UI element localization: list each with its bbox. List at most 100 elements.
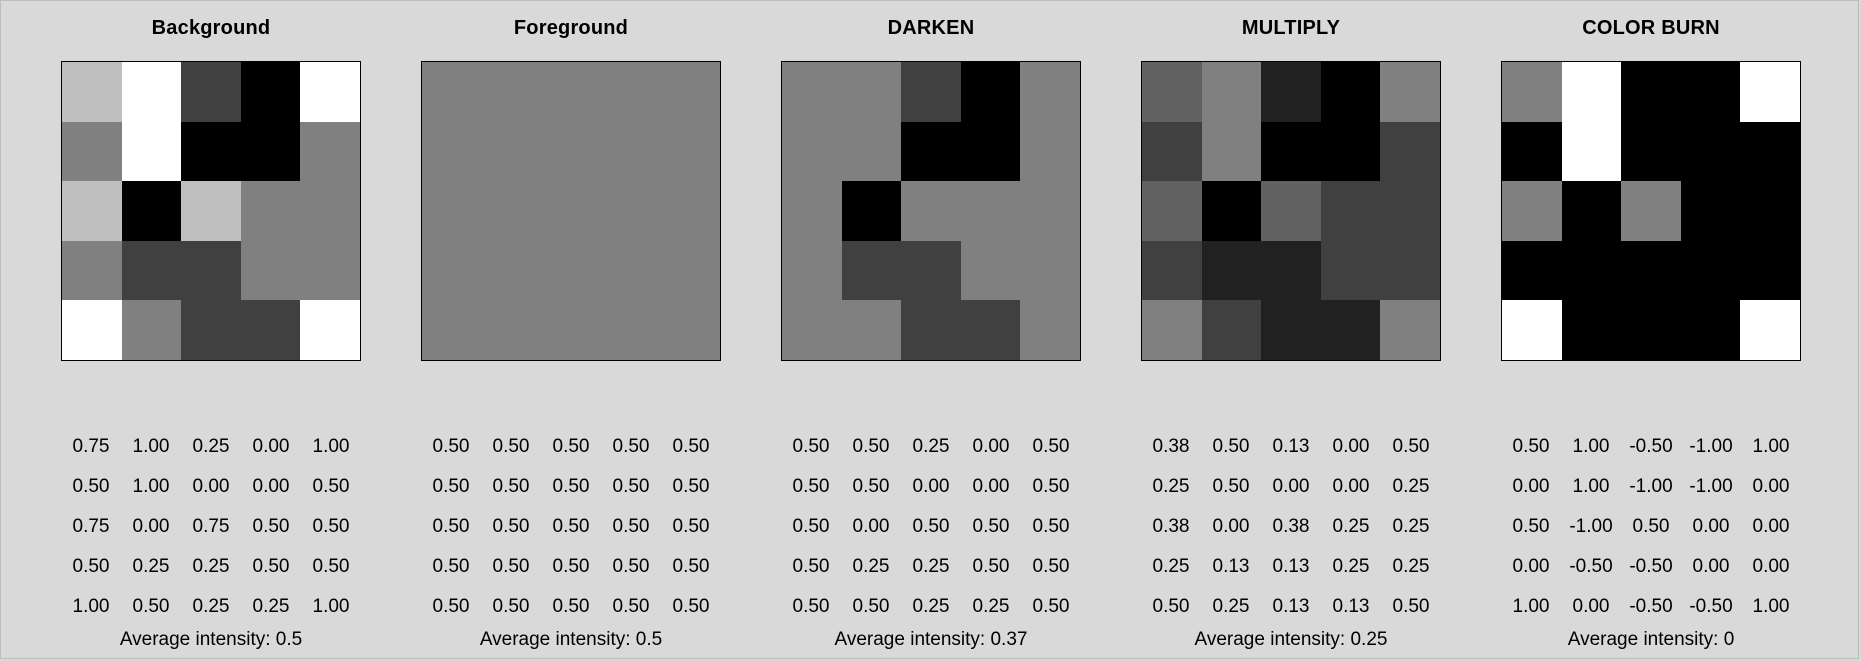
value-row: 0.50 0.25 0.25 0.50 0.50 [781,547,1081,587]
value-cell: 0.50 [552,516,590,537]
pixel-cell [121,62,182,122]
value-cell: 1.00 [1572,476,1610,497]
pixel-cell [1502,181,1562,241]
value-row: 0.38 0.00 0.38 0.25 0.25 [1141,507,1441,547]
panel-title: COLOR BURN [1582,17,1720,39]
value-cell: 0.50 [1032,556,1070,577]
value-cell: 0.00 [912,476,950,497]
pixel-cell [660,300,720,360]
value-table: 0.50 1.00 -0.50 -1.00 1.00 0.00 1.00 -1.00 -1.00… [1501,427,1801,627]
pixel-cell [240,181,301,241]
pixel-cell [1502,121,1562,182]
value-cell: 0.50 [252,516,290,537]
pixel-cell [1320,240,1381,301]
pixel-cell [181,121,241,182]
pixel-cell [901,181,961,241]
value-row: 0.50 0.50 0.50 0.50 0.50 [421,547,721,587]
pixel-cell [782,240,842,301]
pixel-cell [481,300,542,360]
value-cell: 0.25 [1392,516,1430,537]
value-row: 0.50 0.50 0.25 0.00 0.50 [781,427,1081,467]
value-table: 0.38 0.50 0.13 0.00 0.50 0.25 0.50 0.00 0.00 0.25… [1141,427,1441,627]
value-cell: 0.50 [672,476,710,497]
pixel-cell [62,121,122,182]
pixel-cell [1380,300,1440,360]
value-cell: 0.00 [132,516,170,537]
pixel-cell [660,240,720,301]
value-cell: 0.25 [1212,596,1250,617]
pixel-cell [541,300,601,360]
pixel-cell [782,181,842,241]
value-cell: 0.50 [792,476,830,497]
value-cell: -0.50 [1569,556,1613,577]
value-cell: 0.00 [1512,556,1550,577]
pixel-cell [181,240,241,301]
pixel-cell [1380,62,1440,122]
pixel-cell [1740,62,1800,122]
pixel-grid [421,61,721,361]
pixel-cell [1201,181,1262,241]
value-cell: 0.25 [912,556,950,577]
pixel-grid [781,61,1081,361]
pixel-cell [422,240,482,301]
pixel-cell [541,181,601,241]
pixel-cell [422,62,482,122]
average-intensity: Average intensity: 0 [1567,629,1735,650]
pixel-cell [1320,62,1381,122]
value-cell: 0.00 [1332,436,1370,457]
pixel-cell [181,300,241,360]
pixel-cell [960,62,1021,122]
pixel-cell [782,121,842,182]
average-intensity: Average intensity: 0.5 [119,629,303,650]
value-table: 0.50 0.50 0.50 0.50 0.50 0.50 0.50 0.50 0.50 0.50… [421,427,721,627]
value-row: 0.50 0.50 0.50 0.50 0.50 [421,507,721,547]
value-cell: 0.50 [432,516,470,537]
value-cell: 0.25 [912,436,950,457]
pixel-cell [300,240,360,301]
pixel-cell [782,300,842,360]
value-cell: 0.75 [72,436,110,457]
panel-title: Foreground [513,17,629,39]
pixel-cell [181,181,241,241]
value-cell: 0.50 [612,516,650,537]
value-cell: 0.00 [1572,596,1610,617]
value-cell: 0.00 [1752,516,1790,537]
value-cell: 0.13 [1272,596,1310,617]
pixel-cell [62,240,122,301]
pixel-cell [1680,121,1741,182]
pixel-cell [1020,300,1080,360]
value-cell: 0.38 [1272,516,1310,537]
value-cell: 0.13 [1332,596,1370,617]
value-cell: 0.50 [852,476,890,497]
value-row: 0.50 0.50 0.50 0.50 0.50 [421,587,721,627]
pixel-cell [1142,240,1202,301]
pixel-cell [600,240,661,301]
pixel-cell [1740,121,1800,182]
value-cell: -1.00 [1689,436,1733,457]
pixel-cell [121,300,182,360]
panel-title: DARKEN [887,17,975,39]
value-cell: 0.38 [1152,436,1190,457]
pixel-cell [541,62,601,122]
pixel-cell [240,300,301,360]
pixel-cell [1561,121,1622,182]
pixel-cell [121,121,182,182]
value-row: 0.38 0.50 0.13 0.00 0.50 [1141,427,1441,467]
pixel-cell [1561,240,1622,301]
pixel-cell [1380,121,1440,182]
value-table: 0.50 0.50 0.25 0.00 0.50 0.50 0.50 0.00 0.00 0.50… [781,427,1081,627]
pixel-cell [960,181,1021,241]
pixel-cell [240,121,301,182]
pixel-cell [1740,300,1800,360]
value-row: 0.25 0.13 0.13 0.25 0.25 [1141,547,1441,587]
pixel-cell [1261,240,1321,301]
value-cell: 0.00 [1692,556,1730,577]
value-cell: 0.50 [72,476,110,497]
value-cell: 0.50 [972,556,1010,577]
pixel-cell [121,181,182,241]
value-cell: 0.50 [492,556,530,577]
value-cell: 0.50 [1392,436,1430,457]
pixel-cell [901,121,961,182]
pixel-cell [1201,62,1262,122]
